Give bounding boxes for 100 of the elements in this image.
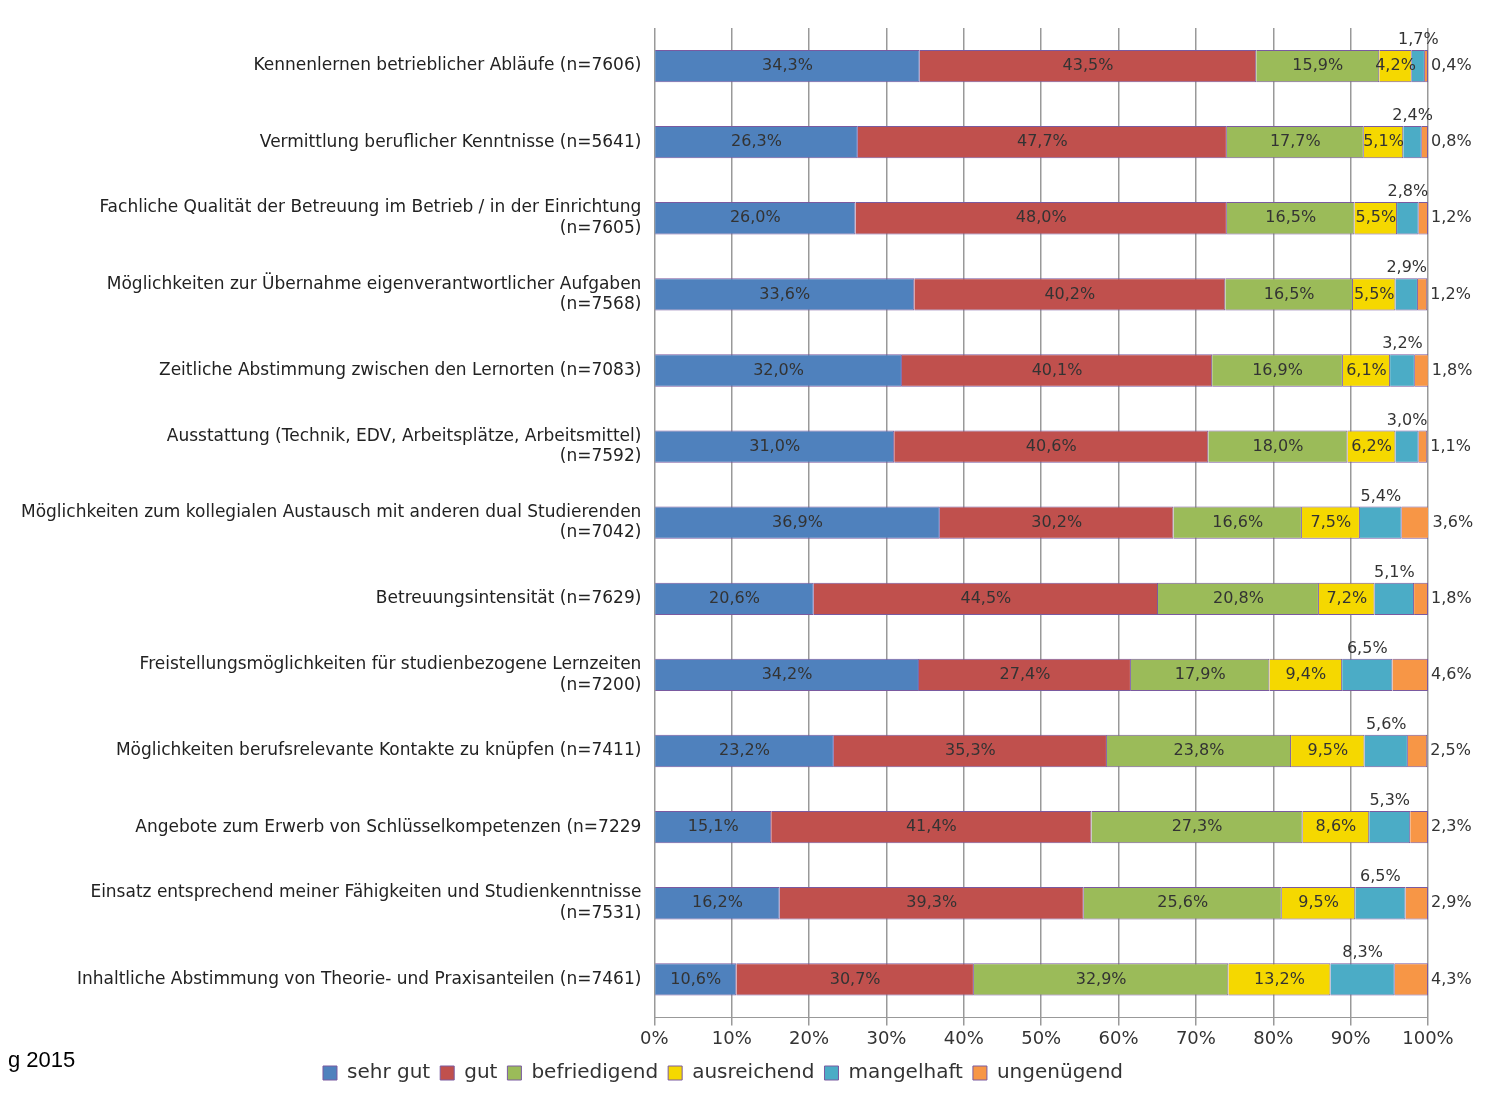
data-label: 2,8% — [1387, 181, 1429, 201]
x-tick-label: 10% — [711, 1026, 752, 1048]
y-tick-label: Angebote zum Erwerb von Schlüsselkompetenzen (n=7229 — [135, 815, 642, 836]
data-label: 8,3% — [1342, 942, 1383, 962]
data-label: 6,2% — [1351, 435, 1392, 455]
data-label: 23,8% — [1173, 740, 1225, 760]
data-label: 4,3% — [1431, 968, 1472, 988]
data-label: 10,6% — [670, 968, 722, 988]
data-label: 16,5% — [1263, 283, 1315, 303]
data-label: 6,5% — [1360, 866, 1401, 886]
data-label: 44,5% — [960, 587, 1012, 607]
x-tick-label: 80% — [1253, 1026, 1294, 1048]
data-label: 3,6% — [1432, 511, 1474, 531]
data-label: 1,8% — [1431, 587, 1472, 607]
y-tick-label: Möglichkeiten zur Übernahme eigenverantwortlicher Aufgaben (n=7568) — [106, 271, 642, 313]
data-label: 30,2% — [1031, 511, 1083, 531]
data-label: 20,8% — [1213, 587, 1264, 607]
data-label: 16,2% — [692, 892, 743, 912]
y-tick-label: Zeitliche Abstimmung zwischen den Lernorten (n=7083) — [158, 358, 642, 379]
data-label: 3,2% — [1382, 333, 1423, 353]
x-tick-label: 50% — [1021, 1026, 1062, 1048]
y-tick-label: Einsatz entsprechend meiner Fähigkeiten und Studienkenntnisse (n=7531) — [90, 881, 642, 922]
data-label: 16,5% — [1265, 207, 1317, 227]
data-label: 25,6% — [1157, 892, 1209, 912]
data-label: 39,3% — [906, 892, 958, 912]
y-tick-label: Fachliche Qualität der Betreuung im Betrieb / in der Einrichtung (n=7605) — [99, 196, 642, 237]
data-label: 5,5% — [1355, 207, 1397, 227]
data-label: 1,8% — [1431, 359, 1473, 379]
y-tick-label: Möglichkeiten zum kollegialen Austausch mit anderen dual Studierenden (n=7042) — [20, 500, 642, 542]
legend-label: befriedigend — [531, 1059, 659, 1084]
data-label: 34,2% — [761, 664, 813, 684]
legend-label: mangelhaft — [848, 1059, 964, 1084]
data-label: 0,4% — [1431, 55, 1472, 75]
data-label: 2,5% — [1430, 740, 1471, 760]
data-label: 5,1% — [1374, 561, 1415, 581]
x-tick-label: 90% — [1330, 1026, 1371, 1048]
data-label: 23,2% — [719, 740, 770, 760]
x-tick-label: 30% — [866, 1026, 907, 1048]
legend-label: gut — [464, 1059, 498, 1084]
y-tick-label: Möglichkeiten berufsrelevante Kontakte zu knüpfen (n=7411) — [115, 739, 642, 760]
data-label: 8,6% — [1315, 816, 1357, 836]
data-label: 1,1% — [1430, 435, 1471, 455]
data-label: 26,3% — [731, 131, 782, 151]
y-tick-label: Vermittlung beruflicher Kenntnisse (n=5641) — [259, 130, 642, 151]
data-label: 16,9% — [1252, 359, 1303, 379]
data-label: 3,0% — [1386, 409, 1428, 429]
legend-label: sehr gut — [347, 1059, 431, 1084]
data-label: 40,6% — [1025, 435, 1077, 455]
data-label: 1,2% — [1431, 207, 1472, 227]
data-label: 9,4% — [1285, 664, 1327, 684]
data-label: 43,5% — [1062, 55, 1114, 75]
data-label: 1,7% — [1398, 29, 1439, 49]
data-label: 27,4% — [999, 664, 1051, 684]
data-label: 32,0% — [753, 359, 804, 379]
data-label: 17,7% — [1269, 131, 1321, 151]
x-tick-label: 100% — [1402, 1026, 1454, 1048]
data-label: 30,7% — [829, 968, 881, 988]
x-tick-label: 60% — [1098, 1026, 1139, 1048]
x-tick-label: 0% — [640, 1026, 669, 1048]
x-tick-label: 20% — [789, 1026, 830, 1048]
data-label: 6,5% — [1346, 637, 1388, 657]
data-label: 33,6% — [759, 283, 811, 303]
data-label: 18,0% — [1252, 435, 1304, 455]
y-tick-label: Inhaltliche Abstimmung von Theorie- und Praxisanteilen (n=7461) — [76, 967, 642, 988]
data-label: 5,5% — [1353, 283, 1395, 303]
text: g 2015 — [8, 1047, 76, 1073]
data-label: 2,4% — [1392, 105, 1433, 125]
data-label: 32,9% — [1075, 968, 1127, 988]
data-label: 17,9% — [1174, 664, 1226, 684]
legend-label: ungenügend — [996, 1059, 1124, 1084]
data-label: 15,9% — [1292, 55, 1344, 75]
data-label: 2,9% — [1431, 892, 1472, 912]
data-label: 4,6% — [1431, 664, 1472, 684]
data-label: 1,2% — [1430, 283, 1471, 303]
data-label: 7,2% — [1326, 587, 1368, 607]
data-label: 5,4% — [1360, 485, 1402, 505]
data-label: 2,3% — [1431, 816, 1472, 836]
data-label: 7,5% — [1310, 511, 1352, 531]
data-label: 48,0% — [1015, 207, 1067, 227]
data-label: 5,3% — [1369, 790, 1411, 810]
data-label: 47,7% — [1016, 131, 1068, 151]
data-label: 6,1% — [1346, 359, 1387, 379]
x-tick-label: 40% — [943, 1026, 984, 1048]
data-label: 41,4% — [905, 816, 957, 836]
y-tick-label: Kennenlernen betrieblicher Abläufe (n=7606) — [253, 54, 642, 75]
data-label: 27,3% — [1171, 816, 1223, 836]
x-tick-label: 70% — [1175, 1026, 1216, 1048]
data-label: 13,2% — [1254, 968, 1305, 988]
data-label: 9,5% — [1298, 892, 1339, 912]
data-label: 31,0% — [749, 435, 801, 455]
y-tick-label: Freistellungsmöglichkeiten für studienbezogene Lernzeiten (n=7200) — [139, 653, 642, 694]
data-label: 40,1% — [1031, 359, 1083, 379]
data-label: 15,1% — [687, 816, 739, 836]
data-label: 34,3% — [762, 55, 813, 75]
data-label: 5,6% — [1365, 714, 1407, 734]
y-tick-label: Ausstattung (Technik, EDV, Arbeitsplätze, Arbeitsmittel) (n=7592) — [166, 424, 642, 466]
data-label: 35,3% — [944, 740, 996, 760]
data-label: 9,5% — [1307, 740, 1349, 760]
data-label: 2,9% — [1386, 257, 1428, 277]
data-label: 40,2% — [1044, 283, 1096, 303]
